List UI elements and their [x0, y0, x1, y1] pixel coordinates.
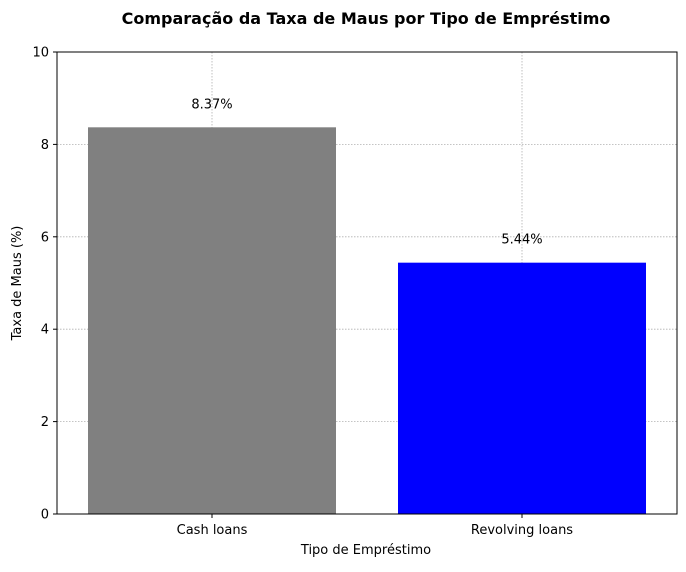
- y-tick-label: 8: [41, 138, 49, 153]
- x-tick-label: Revolving loans: [471, 523, 573, 538]
- y-axis-label: Taxa de Maus (%): [10, 226, 25, 342]
- x-axis-ticks: Cash loans Revolving loans: [177, 514, 573, 538]
- y-tick-label: 4: [41, 323, 49, 338]
- bar: [398, 262, 646, 514]
- chart-title: Comparação da Taxa de Maus por Tipo de E…: [122, 9, 611, 28]
- data-labels: 8.37% 5.44%: [191, 97, 542, 247]
- y-axis-ticks: 0 2 4 6 8 10: [32, 46, 57, 523]
- bars: [88, 127, 646, 514]
- x-tick-label: Cash loans: [177, 523, 248, 538]
- bar: [88, 127, 336, 514]
- y-tick-label: 10: [32, 46, 49, 61]
- y-tick-label: 6: [41, 230, 49, 245]
- y-tick-label: 0: [41, 508, 49, 523]
- x-axis-label: Tipo de Empréstimo: [300, 543, 431, 558]
- y-tick-label: 2: [41, 415, 49, 430]
- data-label: 8.37%: [191, 97, 232, 112]
- data-label: 5.44%: [501, 233, 542, 248]
- plot-area-frame: [56, 51, 678, 515]
